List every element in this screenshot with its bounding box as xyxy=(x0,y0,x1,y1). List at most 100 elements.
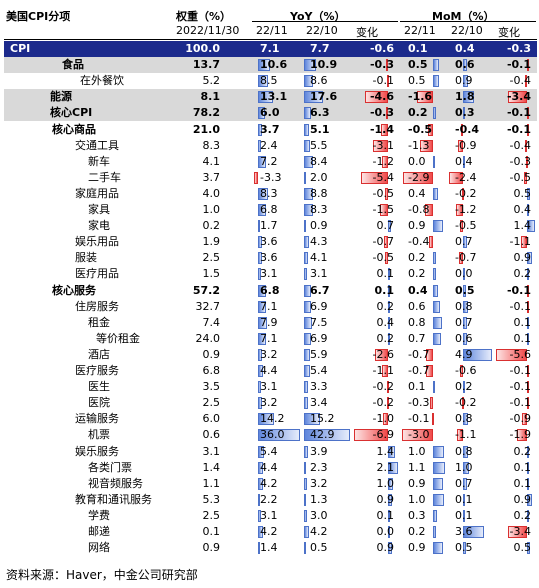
value-cell: 0.9 xyxy=(494,492,537,508)
data-bar xyxy=(463,381,466,394)
data-bar xyxy=(384,236,388,249)
row-label: 新车 xyxy=(88,154,110,168)
row-label: 医院 xyxy=(88,396,110,410)
data-bar xyxy=(304,477,308,490)
value-cell: -5.4 xyxy=(352,170,400,186)
cell-value: 1.0 xyxy=(455,460,473,474)
value-cell: 8.6 xyxy=(302,73,352,89)
data-bar xyxy=(419,139,434,152)
value-cell: -0.4 xyxy=(494,73,537,89)
cell-value: 2.0 xyxy=(310,170,328,184)
data-bar xyxy=(527,268,530,281)
value-cell: 0.1 xyxy=(494,460,537,476)
value-cell: 3.1 xyxy=(252,508,302,524)
row-label: 交通工具 xyxy=(75,138,119,152)
weight-value: 6.0 xyxy=(202,412,221,426)
table-row: CPI 100.0 7.1 7.7 -0.6 0.1 0.4 -0.3 xyxy=(4,41,537,58)
data-bar xyxy=(380,204,388,217)
value-cell: -0.2 xyxy=(447,186,494,202)
row-label-cell: 酒店 xyxy=(4,347,170,363)
row-label: 娱乐服务 xyxy=(75,444,119,458)
data-bar xyxy=(257,381,262,394)
data-bar xyxy=(257,187,268,200)
cell-value: 5.4 xyxy=(310,364,328,377)
value-cell: 0.2 xyxy=(400,266,447,282)
cell-value: -0.4 xyxy=(509,74,531,88)
value-cell: 6.7 xyxy=(302,283,352,299)
mom-label: MoM（%） xyxy=(432,10,495,23)
value-cell: 0.4 xyxy=(494,202,537,218)
data-bar xyxy=(463,477,468,490)
value-cell: 2.4 xyxy=(252,138,302,154)
table-row: 娱乐用品 1.9 3.6 4.3 -0.7 -0.4 0.7 -1.1 xyxy=(4,234,537,250)
row-label-cell: 网络 xyxy=(4,540,170,556)
value-cell: -1.9 xyxy=(494,427,537,443)
table-row: 教育和通讯服务 5.3 2.2 1.3 0.9 1.0 0.1 0.9 xyxy=(4,492,537,508)
data-bar xyxy=(372,139,388,152)
data-bar xyxy=(257,220,260,233)
value-cell: 1.0 xyxy=(400,444,447,460)
cell-value: 17.6 xyxy=(310,90,338,104)
cell-value: -0.2 xyxy=(372,380,394,394)
value-cell: -2.4 xyxy=(447,170,494,186)
table-row: 核心CPI 78.2 6.0 6.3 -0.3 0.2 0.3 -0.1 xyxy=(4,105,537,122)
value-cell: 4.4 xyxy=(252,363,302,379)
value-cell: 4.9 xyxy=(447,347,494,363)
data-bar xyxy=(521,236,528,249)
value-cell: 0.7 xyxy=(447,476,494,492)
row-label-cell: 食品 xyxy=(4,57,170,73)
cell-value: 0.2 xyxy=(513,267,532,281)
value-cell: 2.1 xyxy=(352,460,400,476)
cell-value: -1.3 xyxy=(408,138,430,152)
data-bar xyxy=(463,526,485,539)
data-bar xyxy=(524,171,528,184)
cell-value: 6.0 xyxy=(260,106,280,120)
data-bar xyxy=(385,252,388,265)
table-row: 住房服务 32.7 7.1 6.9 0.2 0.6 0.8 -0.1 xyxy=(4,299,537,315)
value-cell: 0.9 xyxy=(447,73,494,89)
value-cell: 1.0 xyxy=(447,460,494,476)
cell-value: 3.0 xyxy=(310,508,328,522)
weight-value: 0.6 xyxy=(202,428,221,442)
data-bar xyxy=(425,204,434,217)
cell-value: 0.0 xyxy=(376,525,395,538)
weight-value: 2.5 xyxy=(202,251,221,265)
data-bar xyxy=(527,445,530,458)
data-bar xyxy=(382,365,388,378)
value-cell: 4.0 xyxy=(170,186,252,202)
weight-value: 4.1 xyxy=(202,154,221,168)
row-label-cell: CPI xyxy=(4,41,170,57)
cell-value: 0.6 xyxy=(408,299,426,313)
data-bar xyxy=(526,284,529,297)
data-bar xyxy=(527,220,535,233)
data-bar xyxy=(526,123,529,136)
data-bar xyxy=(433,493,444,506)
value-cell: 0.1 xyxy=(494,476,537,492)
cell-value: -0.1 xyxy=(506,58,531,72)
cell-value: 0.8 xyxy=(455,412,473,426)
data-bar xyxy=(463,509,466,522)
sub-column-label: 变化 xyxy=(498,26,520,39)
data-bar xyxy=(386,59,389,72)
value-cell: -1.2 xyxy=(447,202,494,218)
value-cell: 7.5 xyxy=(302,315,352,331)
row-label: 家具 xyxy=(88,203,110,216)
value-cell: 17.6 xyxy=(302,89,352,105)
data-bar xyxy=(457,139,464,152)
table-row: 核心商品 21.0 3.7 5.1 -1.4 -0.5 -0.4 -0.1 xyxy=(4,122,537,138)
value-cell: -0.5 xyxy=(447,218,494,234)
value-cell: 0.4 xyxy=(352,315,400,331)
cell-value: 8.5 xyxy=(260,74,278,88)
table-row: 交通工具 8.3 2.4 5.5 -3.1 -1.3 -0.9 -0.4 xyxy=(4,138,537,154)
data-bar xyxy=(433,75,439,88)
table-row: 运输服务 6.0 14.2 15.2 -1.0 -0.1 0.8 -0.9 xyxy=(4,411,537,427)
weight-value: 78.2 xyxy=(192,106,220,120)
data-bar xyxy=(463,493,466,506)
cell-value: 6.8 xyxy=(260,203,278,216)
data-bar xyxy=(257,413,275,426)
row-label: 等价租金 xyxy=(96,331,140,345)
data-bar xyxy=(304,139,310,152)
value-cell: 2.0 xyxy=(302,170,352,186)
cell-value: 3.6 xyxy=(260,235,278,249)
value-cell: 5.9 xyxy=(302,347,352,363)
